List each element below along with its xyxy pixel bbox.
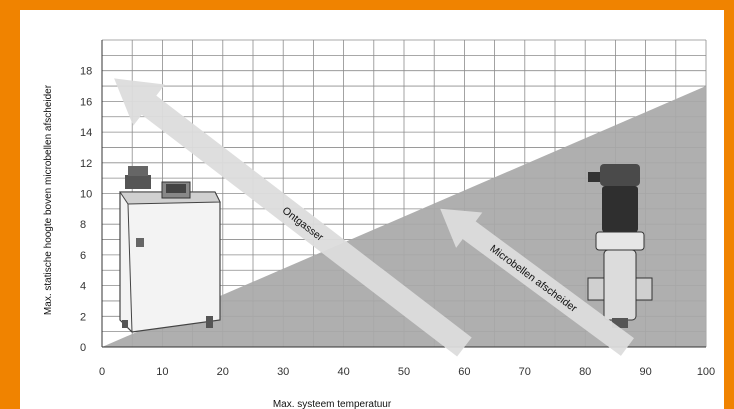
arrow-ontgasser	[114, 78, 472, 357]
microbubble-separator-icon	[587, 164, 653, 328]
y-tick-label: 14	[80, 127, 92, 139]
chart-panel: 0 10 20 30 40 50 60 70 80 90 100 0 2 4 6 8 10 12 14 16 18 O…	[20, 10, 724, 409]
y-tick-label: 0	[80, 342, 86, 354]
x-tick-label: 50	[398, 366, 410, 378]
y-tick-label: 18	[80, 66, 92, 78]
x-axis-title: Max. systeem temperatuur	[273, 399, 392, 409]
y-tick-label: 2	[80, 311, 86, 323]
axes	[101, 40, 706, 348]
y-tick-labels: 0 2 4 6 8 10 12 14 16 18	[80, 66, 92, 354]
x-tick-label: 70	[519, 366, 531, 378]
y-tick-label: 16	[80, 96, 92, 108]
y-tick-label: 6	[80, 250, 86, 262]
x-tick-label: 0	[99, 366, 105, 378]
y-tick-label: 10	[80, 189, 92, 201]
x-tick-label: 100	[697, 366, 715, 378]
x-tick-label: 90	[639, 366, 651, 378]
x-tick-label: 60	[458, 366, 470, 378]
x-tick-label: 30	[277, 366, 289, 378]
y-axis-title: Max. statische hoogte boven microbellen …	[43, 84, 54, 315]
y-tick-label: 12	[80, 158, 92, 170]
x-tick-labels: 0 10 20 30 40 50 60 70 80 90 100	[99, 366, 715, 378]
arrow-microbellen	[440, 208, 634, 356]
x-tick-label: 40	[337, 366, 349, 378]
x-tick-label: 10	[156, 366, 168, 378]
y-tick-label: 8	[80, 219, 86, 231]
x-tick-label: 20	[217, 366, 229, 378]
degasser-unit-icon	[119, 166, 221, 333]
x-tick-label: 80	[579, 366, 591, 378]
y-tick-label: 4	[80, 281, 86, 293]
